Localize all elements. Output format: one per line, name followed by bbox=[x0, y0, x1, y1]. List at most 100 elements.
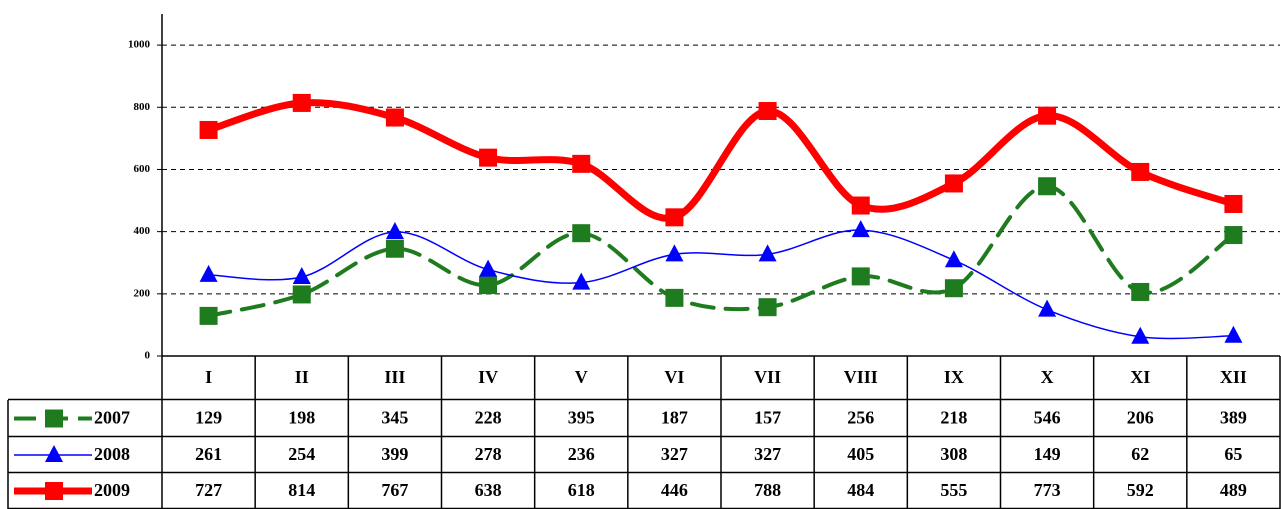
table-value: 228 bbox=[475, 408, 502, 428]
x-tick-label: X bbox=[1041, 367, 1054, 387]
table-value: 198 bbox=[288, 408, 315, 428]
table-value: 546 bbox=[1034, 408, 1061, 428]
table-value: 65 bbox=[1224, 444, 1242, 464]
table-value: 236 bbox=[568, 444, 595, 464]
line bbox=[207, 229, 1235, 340]
marker bbox=[758, 102, 777, 121]
table-value: 618 bbox=[568, 480, 595, 500]
marker bbox=[45, 409, 63, 428]
y-tick-label: 400 bbox=[134, 225, 151, 237]
table-value: 727 bbox=[195, 480, 222, 500]
y-tick-label: 0 bbox=[145, 350, 151, 362]
table-value: 389 bbox=[1220, 408, 1247, 428]
table-value: 308 bbox=[940, 444, 967, 464]
series bbox=[199, 93, 1243, 227]
marker bbox=[1038, 106, 1057, 125]
table-value: 767 bbox=[381, 480, 408, 500]
marker bbox=[572, 154, 591, 173]
table-value: 278 bbox=[475, 444, 502, 464]
marker bbox=[944, 250, 963, 268]
marker bbox=[851, 220, 870, 238]
marker bbox=[199, 306, 218, 325]
x-tick-label: VI bbox=[664, 367, 684, 387]
table-value: 157 bbox=[754, 408, 781, 428]
x-tick-label: XI bbox=[1130, 367, 1150, 387]
marker bbox=[199, 264, 218, 282]
table-value: 256 bbox=[847, 408, 874, 428]
series bbox=[199, 220, 1243, 344]
marker bbox=[1131, 326, 1150, 344]
table-value: 638 bbox=[475, 480, 502, 500]
line bbox=[206, 184, 1236, 318]
x-tick-label: IX bbox=[944, 367, 964, 387]
marker bbox=[665, 288, 684, 307]
marker bbox=[944, 174, 963, 193]
marker bbox=[758, 298, 777, 317]
marker bbox=[292, 267, 311, 285]
legend-label: 2009 bbox=[94, 480, 130, 500]
table-value: 327 bbox=[661, 444, 688, 464]
legend-label: 2007 bbox=[94, 408, 130, 428]
table-value: 206 bbox=[1127, 408, 1154, 428]
table-value: 814 bbox=[288, 480, 315, 500]
table-value: 327 bbox=[754, 444, 781, 464]
x-tick-label: V bbox=[575, 367, 588, 387]
series bbox=[199, 177, 1243, 325]
marker bbox=[665, 208, 684, 227]
marker bbox=[385, 221, 404, 239]
marker bbox=[385, 239, 404, 258]
marker bbox=[572, 272, 591, 290]
x-tick-label: I bbox=[205, 367, 212, 387]
marker bbox=[1224, 325, 1243, 343]
table-value: 254 bbox=[288, 444, 315, 464]
marker bbox=[944, 279, 963, 298]
marker bbox=[1224, 226, 1243, 245]
x-tick-label: VII bbox=[754, 367, 781, 387]
marker bbox=[665, 244, 684, 262]
marker bbox=[1131, 282, 1150, 301]
table-value: 129 bbox=[195, 408, 222, 428]
y-tick-label: 800 bbox=[134, 101, 151, 113]
table-value: 446 bbox=[661, 480, 688, 500]
y-tick-label: 200 bbox=[134, 287, 151, 299]
x-tick-label: II bbox=[295, 367, 309, 387]
line bbox=[205, 99, 1237, 222]
table-value: 261 bbox=[195, 444, 222, 464]
marker bbox=[572, 224, 591, 243]
table-value: 218 bbox=[940, 408, 967, 428]
marker bbox=[479, 148, 498, 167]
x-tick-label: VIII bbox=[844, 367, 878, 387]
legend-label: 2008 bbox=[94, 444, 130, 464]
marker bbox=[199, 120, 218, 139]
y-tick-label: 600 bbox=[134, 163, 151, 175]
marker bbox=[45, 482, 63, 500]
marker bbox=[479, 259, 498, 277]
marker bbox=[292, 93, 311, 112]
table-value: 149 bbox=[1034, 444, 1061, 464]
marker bbox=[45, 445, 63, 462]
table-value: 62 bbox=[1131, 444, 1149, 464]
marker bbox=[1038, 177, 1057, 196]
x-tick-label: III bbox=[384, 367, 405, 387]
marker bbox=[385, 108, 404, 127]
marker bbox=[758, 244, 777, 262]
table-value: 399 bbox=[381, 444, 408, 464]
x-tick-label: XII bbox=[1220, 367, 1247, 387]
table-value: 405 bbox=[847, 444, 874, 464]
table-value: 788 bbox=[754, 480, 781, 500]
table-value: 773 bbox=[1034, 480, 1061, 500]
marker bbox=[292, 285, 311, 304]
marker bbox=[1038, 299, 1057, 317]
table-value: 187 bbox=[661, 408, 688, 428]
table-value: 592 bbox=[1127, 480, 1154, 500]
marker bbox=[479, 276, 498, 295]
y-tick-label: 1000 bbox=[128, 39, 151, 51]
marker bbox=[851, 267, 870, 286]
table-value: 345 bbox=[381, 408, 408, 428]
table-value: 395 bbox=[568, 408, 595, 428]
marker bbox=[851, 196, 870, 215]
x-tick-label: IV bbox=[478, 367, 498, 387]
marker bbox=[1131, 162, 1150, 181]
table-value: 489 bbox=[1220, 480, 1247, 500]
